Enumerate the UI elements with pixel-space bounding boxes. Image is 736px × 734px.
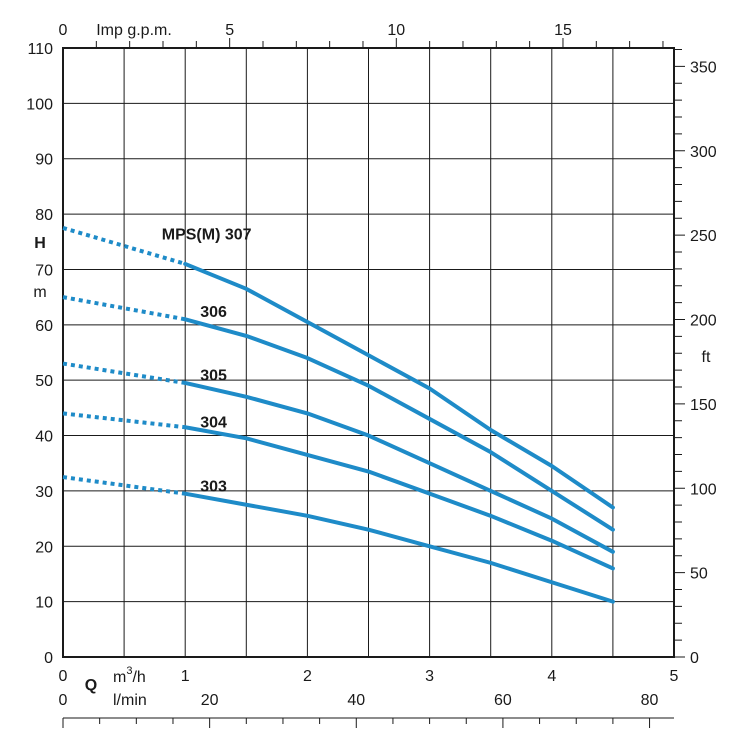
y-tick-label: 100 bbox=[26, 96, 53, 113]
axis-ticks bbox=[62, 38, 685, 728]
grid-lines bbox=[63, 48, 674, 657]
top-tick-label: 5 bbox=[225, 22, 234, 39]
x-axis-title-tail: /h bbox=[132, 669, 145, 686]
y-tick-label: 50 bbox=[35, 373, 53, 390]
q-label: Q bbox=[85, 677, 97, 694]
right-tick-label: 300 bbox=[690, 144, 717, 161]
x-tick-label: 4 bbox=[547, 668, 556, 685]
lmin-tick-label: 60 bbox=[494, 692, 512, 709]
right-tick-label: 50 bbox=[690, 566, 708, 583]
curve-3-solid bbox=[183, 425, 615, 571]
x-axis-title-sup: 3 bbox=[126, 665, 132, 677]
x-tick-label: 2 bbox=[303, 668, 312, 685]
top-tick-label: 0 bbox=[59, 22, 68, 39]
plot-frame bbox=[62, 47, 675, 658]
right-axis-title: ft bbox=[702, 349, 711, 366]
bottom-axis-2-title: l/min bbox=[113, 692, 147, 709]
right-tick-label: 0 bbox=[690, 650, 699, 667]
right-tick-label: 100 bbox=[690, 481, 717, 498]
y-tick-label: 70 bbox=[35, 262, 53, 279]
y-tick-label: 10 bbox=[35, 595, 53, 612]
y-tick-label: 0 bbox=[44, 650, 53, 667]
x-axis-title-base: m bbox=[113, 669, 126, 686]
lmin-tick-label: 20 bbox=[201, 692, 219, 709]
y-axis-title-unit: m bbox=[33, 284, 46, 301]
top-tick-label: 15 bbox=[554, 22, 572, 39]
right-tick-label: 200 bbox=[690, 313, 717, 330]
curve-0-solid bbox=[183, 261, 615, 510]
x-axis-title: m3/h bbox=[113, 665, 146, 686]
x-tick-label: 3 bbox=[425, 668, 434, 685]
curves bbox=[62, 226, 615, 604]
right-tick-label: 250 bbox=[690, 228, 717, 245]
y-tick-label: 60 bbox=[35, 318, 53, 335]
top-tick-label: 10 bbox=[387, 22, 405, 39]
series-label: 306 bbox=[200, 304, 227, 321]
y-tick-label: 30 bbox=[35, 484, 53, 501]
series-label: 305 bbox=[200, 368, 227, 385]
curve-4-solid bbox=[183, 491, 615, 604]
y-tick-label: 20 bbox=[35, 539, 53, 556]
y-tick-label: 90 bbox=[35, 152, 53, 169]
x-tick-label: 0 bbox=[59, 668, 68, 685]
series-label: MPS(M) 307 bbox=[162, 226, 252, 243]
y-tick-label: 40 bbox=[35, 429, 53, 446]
top-axis-title: Imp g.p.m. bbox=[96, 22, 172, 39]
series-label: 303 bbox=[200, 478, 227, 495]
y-axis-title-h: H bbox=[34, 235, 46, 252]
x-tick-label: 5 bbox=[670, 668, 679, 685]
y-tick-label: 110 bbox=[27, 41, 53, 58]
curve-0-dashed bbox=[62, 226, 186, 266]
curve-2-solid bbox=[183, 380, 615, 554]
y-tick-label: 80 bbox=[35, 207, 53, 224]
lmin-tick-label: 40 bbox=[347, 692, 365, 709]
x-tick-label: 1 bbox=[181, 668, 190, 685]
lmin-tick-label: 0 bbox=[59, 692, 68, 709]
lmin-tick-label: 80 bbox=[641, 692, 659, 709]
curve-1-solid bbox=[183, 317, 615, 532]
right-tick-label: 350 bbox=[690, 59, 717, 76]
right-tick-label: 150 bbox=[690, 397, 717, 414]
series-label: 304 bbox=[200, 415, 227, 432]
